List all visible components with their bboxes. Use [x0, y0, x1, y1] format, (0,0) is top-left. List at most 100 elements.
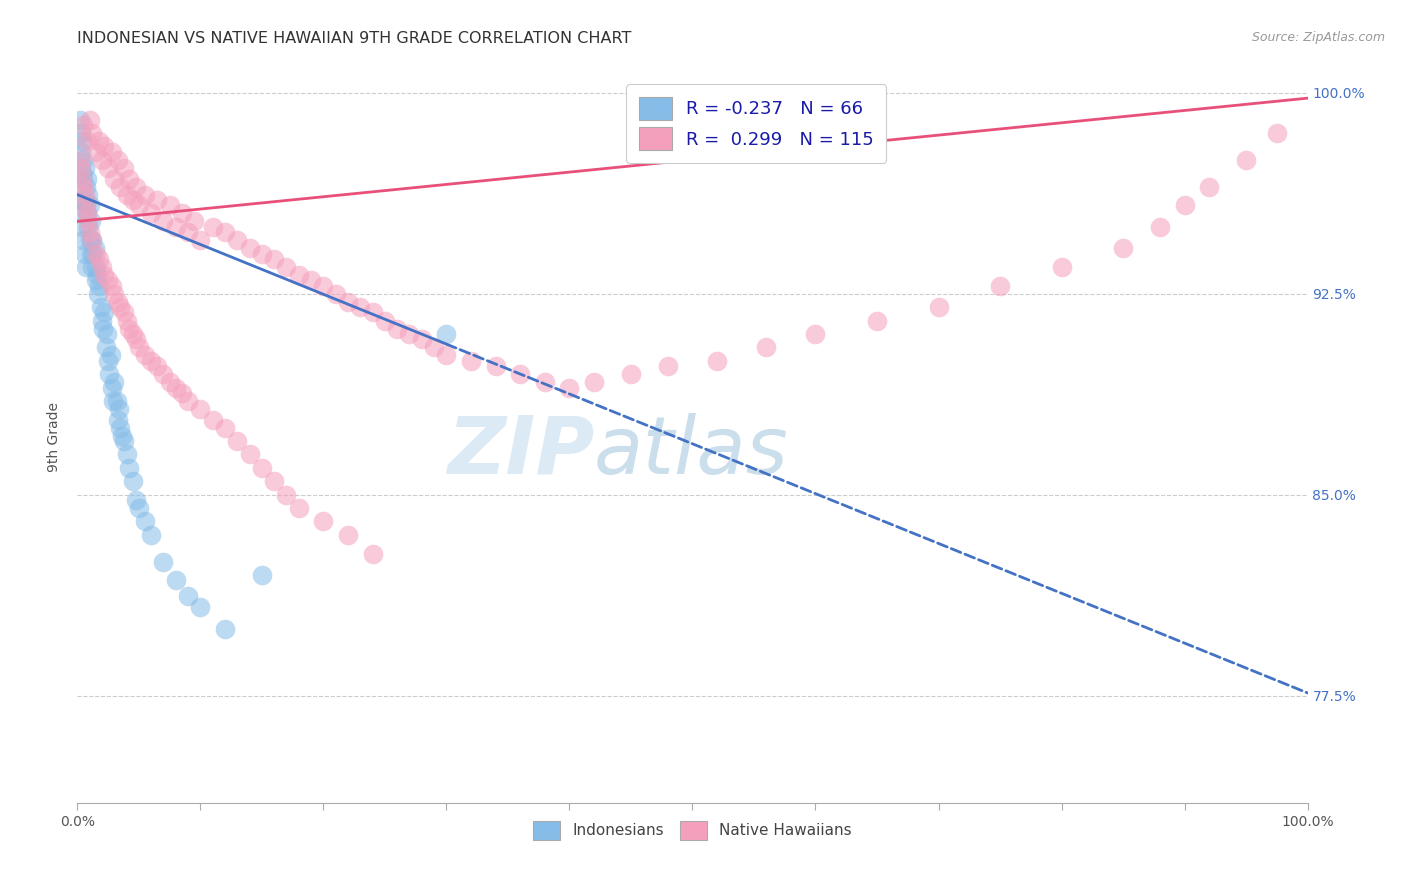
- Point: [152, 555, 174, 569]
- Point: [115, 448, 138, 462]
- Point: [177, 225, 200, 239]
- Point: [101, 380, 124, 394]
- Point: [188, 233, 212, 247]
- Legend: Indonesians, Native Hawaiians: Indonesians, Native Hawaiians: [527, 814, 858, 847]
- Point: [110, 300, 132, 314]
- Point: [1174, 198, 1197, 212]
- Point: [72, 153, 94, 167]
- Point: [263, 475, 285, 489]
- Point: [73, 187, 96, 202]
- Point: [79, 225, 101, 239]
- Point: [84, 273, 107, 287]
- Point: [288, 501, 311, 516]
- Point: [118, 461, 141, 475]
- Text: atlas: atlas: [595, 413, 789, 491]
- Point: [115, 313, 138, 327]
- Point: [201, 412, 224, 426]
- Point: [72, 118, 94, 132]
- Point: [128, 340, 150, 354]
- Point: [177, 393, 200, 408]
- Point: [214, 420, 236, 434]
- Point: [1149, 219, 1171, 234]
- Point: [706, 353, 728, 368]
- Point: [115, 187, 138, 202]
- Point: [118, 321, 141, 335]
- Point: [105, 393, 128, 408]
- Point: [77, 187, 100, 202]
- Text: Source: ZipAtlas.com: Source: ZipAtlas.com: [1251, 31, 1385, 45]
- Point: [93, 305, 115, 319]
- Point: [325, 286, 347, 301]
- Point: [90, 260, 114, 274]
- Point: [94, 340, 117, 354]
- Point: [84, 246, 107, 260]
- Point: [76, 206, 98, 220]
- Point: [107, 294, 129, 309]
- Point: [583, 375, 606, 389]
- Point: [90, 153, 114, 167]
- Point: [460, 353, 482, 368]
- Point: [70, 171, 93, 186]
- Point: [82, 233, 104, 247]
- Point: [82, 246, 104, 260]
- Point: [97, 353, 120, 368]
- Point: [188, 401, 212, 416]
- Point: [804, 326, 827, 341]
- Point: [558, 380, 581, 394]
- Point: [134, 348, 156, 362]
- Point: [89, 134, 111, 148]
- Point: [128, 501, 150, 516]
- Point: [214, 622, 236, 636]
- Point: [125, 332, 148, 346]
- Point: [112, 305, 135, 319]
- Point: [83, 241, 105, 255]
- Point: [1198, 179, 1220, 194]
- Point: [103, 375, 125, 389]
- Point: [239, 241, 262, 255]
- Point: [70, 126, 93, 140]
- Point: [70, 134, 93, 148]
- Point: [73, 161, 96, 175]
- Point: [312, 278, 335, 293]
- Point: [121, 475, 143, 489]
- Point: [80, 214, 103, 228]
- Point: [250, 461, 273, 475]
- Point: [214, 225, 236, 239]
- Point: [82, 233, 104, 247]
- Point: [90, 300, 112, 314]
- Point: [337, 528, 360, 542]
- Point: [1050, 260, 1073, 274]
- Point: [125, 493, 148, 508]
- Point: [436, 348, 458, 362]
- Point: [152, 214, 174, 228]
- Point: [75, 179, 97, 194]
- Point: [97, 161, 120, 175]
- Point: [620, 367, 643, 381]
- Text: INDONESIAN VS NATIVE HAWAIIAN 9TH GRADE CORRELATION CHART: INDONESIAN VS NATIVE HAWAIIAN 9TH GRADE …: [77, 31, 631, 46]
- Point: [361, 305, 384, 319]
- Point: [110, 179, 132, 194]
- Point: [70, 161, 93, 175]
- Point: [76, 171, 98, 186]
- Point: [385, 321, 409, 335]
- Point: [84, 260, 107, 274]
- Point: [988, 278, 1011, 293]
- Point: [98, 367, 121, 381]
- Point: [146, 359, 169, 373]
- Point: [288, 268, 311, 282]
- Point: [77, 214, 100, 228]
- Point: [165, 219, 187, 234]
- Point: [159, 375, 181, 389]
- Point: [159, 198, 181, 212]
- Point: [87, 286, 110, 301]
- Point: [75, 198, 97, 212]
- Point: [112, 434, 135, 449]
- Point: [72, 179, 94, 194]
- Point: [485, 359, 508, 373]
- Point: [82, 126, 104, 140]
- Point: [312, 515, 335, 529]
- Point: [250, 246, 273, 260]
- Point: [177, 590, 200, 604]
- Point: [141, 206, 163, 220]
- Point: [76, 206, 98, 220]
